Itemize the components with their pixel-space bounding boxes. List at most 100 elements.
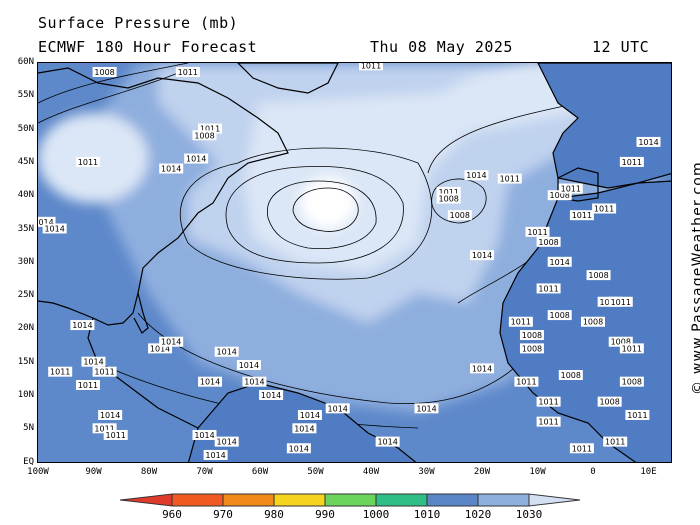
isobar-label-box: [547, 256, 572, 267]
isobar-label-text: 1011: [572, 444, 592, 453]
isobar-label-box: [547, 310, 572, 321]
isobar-label: 1011: [619, 156, 644, 167]
isobar-label-text: 1014: [466, 171, 486, 180]
isobar-label: 1011: [608, 296, 633, 307]
isobar-label: 1008: [92, 66, 117, 77]
isobar-label-box: [198, 376, 223, 387]
isobar-label: 1008: [447, 210, 472, 221]
isobar-label: 1011: [75, 156, 100, 167]
colorbar-label: 1000: [362, 508, 390, 521]
isobar-label-text: 1008: [522, 344, 542, 353]
isobar-label-text: 1014: [100, 411, 120, 420]
isobar-label: 1008: [586, 270, 611, 281]
isobar-label-text: 1008: [439, 195, 459, 204]
isobar-label: 1011: [569, 443, 594, 454]
isobar-label-text: 1014: [289, 444, 309, 453]
colorbar-swatch: [375, 493, 428, 507]
isobar-label-box: [525, 226, 550, 237]
isobar-label: 1014: [470, 250, 494, 261]
isobar-label-text: 1008: [611, 338, 631, 347]
isobar-label-text: 1011: [527, 228, 547, 237]
colorbar-swatch: [426, 493, 479, 507]
forecast-date: Thu 08 May 2025: [370, 38, 513, 56]
isobar-label-box: [536, 396, 561, 407]
isobar-label-box: [192, 130, 217, 141]
isobar-label: 1014: [81, 356, 106, 367]
longitude-label: 60W: [251, 467, 269, 477]
isobar-label: 1008: [547, 310, 572, 321]
isobar-label-text: 1008: [450, 211, 470, 220]
isobar-label: 1011: [75, 380, 100, 391]
isobar-label: 1014: [198, 376, 223, 387]
isobar-label-text: 1011: [561, 185, 581, 194]
isobar-label-text: 1014: [416, 404, 436, 413]
latitude-label: 30N: [17, 256, 34, 267]
isobar-label: 1014: [236, 360, 261, 371]
isobar-label: 1014: [375, 436, 400, 447]
isobar-label-box: [514, 376, 539, 387]
isobar-label-text: 1014: [205, 451, 225, 460]
isobar-label-text: 1014: [294, 424, 314, 433]
isobar-label-box: [70, 320, 95, 331]
isobar-label: 1011: [619, 343, 644, 354]
isobar-label-text: 1014: [161, 165, 181, 174]
central-america: [87, 317, 199, 429]
isobar-label: 1014: [184, 153, 209, 164]
isobar-label-box: [286, 443, 311, 454]
isobar-label-text: 1014: [72, 321, 92, 330]
isobar-label: 1014: [636, 136, 661, 147]
latitude-label: EQ: [23, 456, 34, 467]
colorbar-swatch: [477, 493, 530, 507]
isobar-label-text: 1014: [377, 438, 397, 447]
isobar-label: 1011: [359, 63, 383, 71]
isobar-label-text: 1014: [472, 364, 492, 373]
isobar-label-box: [608, 336, 633, 347]
isobar-label-box: [259, 390, 284, 400]
isobar-label: 1014: [286, 443, 311, 454]
isobar-label: 1014: [148, 343, 173, 354]
isobar-label-text: 1008: [599, 398, 619, 407]
isobar-label-box: [375, 436, 400, 447]
longitude-label: 70W: [196, 467, 213, 477]
isobar-label-text: 1008: [561, 371, 581, 380]
isobar-label-box: [636, 136, 661, 147]
isobar-label: 1014: [159, 163, 184, 174]
isobar-label-box: [198, 123, 223, 134]
isobar-label: 1011: [514, 376, 539, 387]
isobar-label-text: 1014: [638, 138, 658, 147]
isobar-label: 1011: [569, 210, 594, 221]
isobar-label-box: [242, 376, 267, 387]
longitude-label: 30W: [418, 467, 435, 477]
isobar-label-text: 1011: [594, 205, 614, 214]
isobar-label-box: [75, 380, 100, 391]
isobar-label: 1008: [547, 190, 572, 201]
isobar-label-box: [48, 366, 73, 377]
isobar-label-box: [297, 409, 322, 420]
isobar-label: 1014: [470, 363, 494, 374]
south-america: [187, 382, 417, 462]
isobar-label-text: 1014: [550, 258, 570, 267]
isobar-label-text: 1014: [239, 361, 259, 370]
isobar-label-text: 1011: [538, 418, 558, 427]
isobar-label-text: 1011: [511, 318, 531, 327]
isobar-label: 1014: [192, 429, 217, 440]
latitude-label: 50N: [17, 123, 34, 134]
isobar-label-text: 1011: [94, 424, 114, 433]
isobar-label: 1011: [92, 423, 117, 434]
isobar-label-text: 1014: [38, 218, 54, 227]
latitude-label: 55N: [17, 90, 34, 101]
isobar-label: 1011: [625, 409, 650, 420]
longitude-label: 20W: [473, 467, 491, 477]
isobar-label: 1014: [203, 449, 228, 460]
isobar-label: 1008: [619, 376, 644, 387]
isobar-label: 1011: [592, 203, 617, 214]
isobar-label: 1014: [292, 423, 317, 434]
isobar-label-box: [98, 409, 123, 420]
isobar-label: 1011: [198, 123, 223, 134]
isobar-label-text: 1011: [106, 431, 126, 440]
isobar-label-box: [81, 356, 106, 367]
isobar-label-box: [38, 216, 56, 227]
isobar-label: 1008: [536, 236, 561, 247]
isobar-label-text: 1011: [439, 188, 459, 197]
isobar-label-text: 1008: [538, 238, 558, 247]
